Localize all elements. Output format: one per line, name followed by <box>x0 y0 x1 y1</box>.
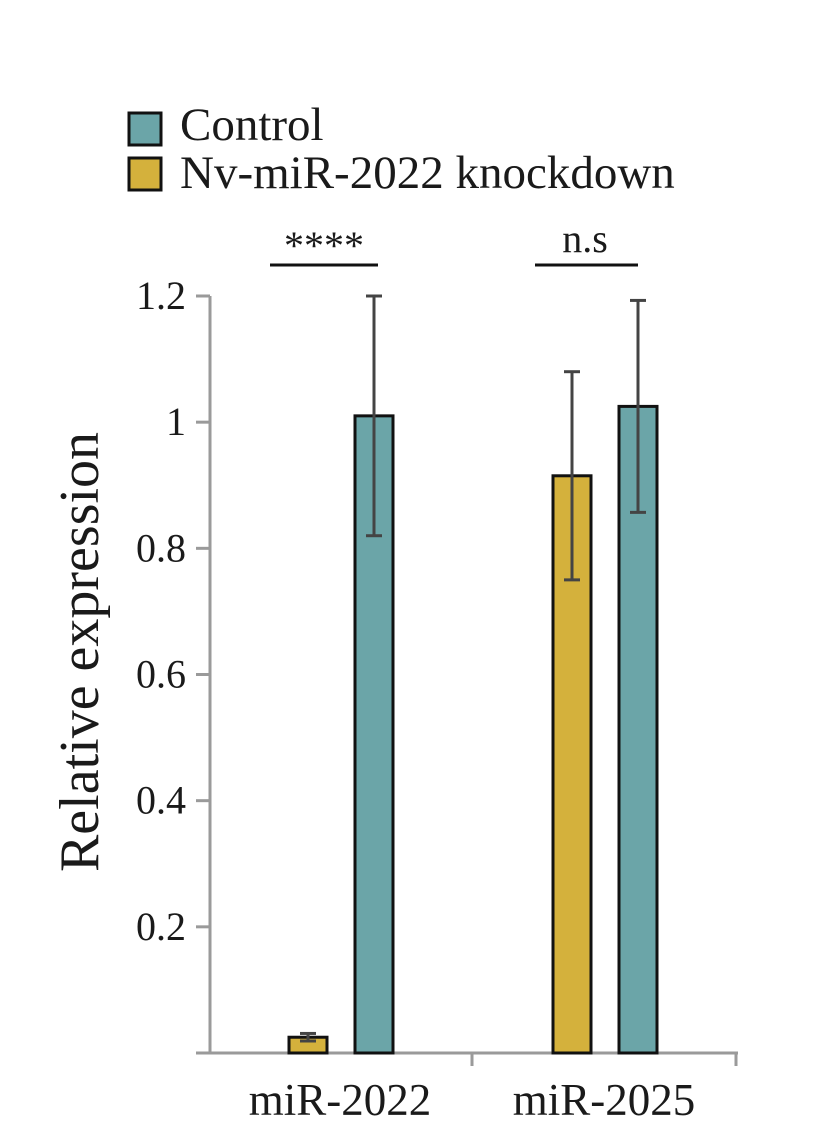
y-tick-label-3: 0.8 <box>136 525 186 570</box>
y-tick-label-4: 1 <box>166 399 186 444</box>
x-tick-labels: miR-2022 miR-2025 <box>249 1075 696 1125</box>
legend-swatch-knockdown <box>127 156 163 192</box>
legend: Control Nv-miR-2022 knockdown <box>127 99 675 199</box>
bars <box>287 294 659 1055</box>
legend-swatch-control <box>127 111 163 147</box>
legend-label-knockdown: Nv-miR-2022 knockdown <box>180 147 675 199</box>
y-ticks: 0.2 0.4 0.6 0.8 1 1.2 <box>136 273 210 949</box>
y-axis-label: Relative expression <box>49 432 111 872</box>
x-tick-label-mir-2022: miR-2022 <box>249 1075 432 1125</box>
y-tick-label-1: 0.4 <box>136 778 186 823</box>
significance-label-mir-2025: n.s <box>562 216 608 261</box>
legend-label-control: Control <box>180 99 324 151</box>
y-tick-label-5: 1.2 <box>136 273 186 318</box>
y-tick-label-0: 0.2 <box>136 904 186 949</box>
y-tick-label-2: 0.6 <box>136 652 186 697</box>
x-tick-label-mir-2025: miR-2025 <box>513 1075 696 1125</box>
significance-label-mir-2022: **** <box>284 223 364 268</box>
significance-markers: **** n.s <box>270 216 638 268</box>
